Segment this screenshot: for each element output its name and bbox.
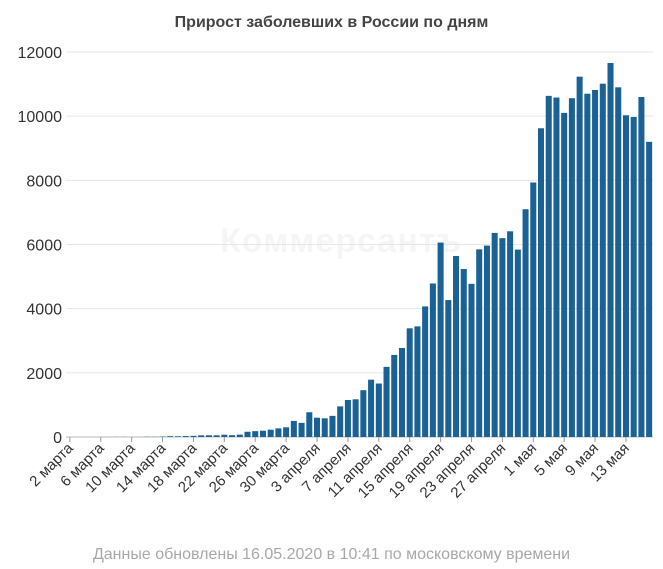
bar [561, 112, 568, 437]
bar [453, 255, 460, 437]
bar [321, 418, 328, 437]
bar [360, 390, 367, 437]
bar [244, 431, 251, 437]
y-tick-label: 2000 [26, 366, 62, 383]
bar [630, 117, 637, 438]
bar [329, 415, 336, 437]
bar [252, 431, 259, 437]
bar [344, 399, 351, 437]
bar [499, 238, 506, 437]
bar [445, 300, 452, 437]
bar [221, 434, 228, 437]
bar [599, 83, 606, 437]
bar [422, 306, 429, 437]
bar [213, 435, 220, 437]
footer-note: Данные обновлены 16.05.2020 в 10:41 по м… [92, 546, 571, 563]
bar [491, 232, 498, 437]
bar [545, 95, 552, 438]
bar [259, 430, 266, 437]
bar [352, 399, 359, 437]
bar [646, 141, 653, 438]
bar [607, 63, 614, 437]
bar [236, 434, 243, 437]
y-tick-label: 4000 [26, 302, 62, 319]
bar [298, 422, 305, 437]
bar [306, 412, 313, 437]
bar [267, 429, 274, 437]
bar [437, 242, 444, 437]
chart-title: Прирост заболевших в России по дням [174, 14, 489, 31]
bar [530, 182, 537, 437]
bar [198, 435, 205, 437]
bar [615, 87, 622, 437]
bar [576, 76, 583, 437]
bar [314, 417, 321, 437]
bar [283, 427, 290, 437]
bar [275, 428, 282, 437]
bar [414, 326, 421, 437]
y-tick-label: 0 [53, 430, 62, 447]
bar [174, 436, 182, 437]
bar [638, 96, 645, 437]
bar [514, 249, 521, 437]
y-axis: 0 2000 4000 6000 8000 10000 12000 [18, 45, 63, 447]
bar [507, 231, 514, 437]
bar [622, 115, 629, 437]
bar [460, 269, 467, 437]
bar [190, 435, 197, 437]
bar [406, 328, 413, 437]
bar [483, 245, 490, 437]
bar [553, 97, 560, 438]
bar [391, 354, 398, 437]
bar [167, 436, 174, 437]
bar [568, 98, 575, 437]
bar [476, 249, 483, 437]
bar [205, 435, 212, 437]
bar [592, 89, 599, 437]
bar [537, 128, 545, 437]
x-tick-label: 1 мая [500, 440, 540, 480]
y-tick-label: 8000 [26, 173, 62, 190]
bar [375, 383, 382, 437]
bar [383, 366, 390, 437]
bar [290, 420, 297, 437]
bar [584, 93, 591, 437]
bar [337, 406, 344, 437]
bar [229, 435, 236, 437]
bar [429, 283, 436, 437]
bar [398, 348, 405, 437]
bar [368, 379, 375, 437]
bar [182, 436, 189, 437]
bar [522, 209, 529, 437]
y-tick-label: 6000 [26, 238, 62, 255]
x-tick-label: 5 мая [531, 440, 571, 480]
bars [66, 63, 653, 438]
bar [468, 283, 475, 437]
y-tick-label: 12000 [18, 45, 63, 62]
y-tick-label: 10000 [18, 109, 63, 126]
